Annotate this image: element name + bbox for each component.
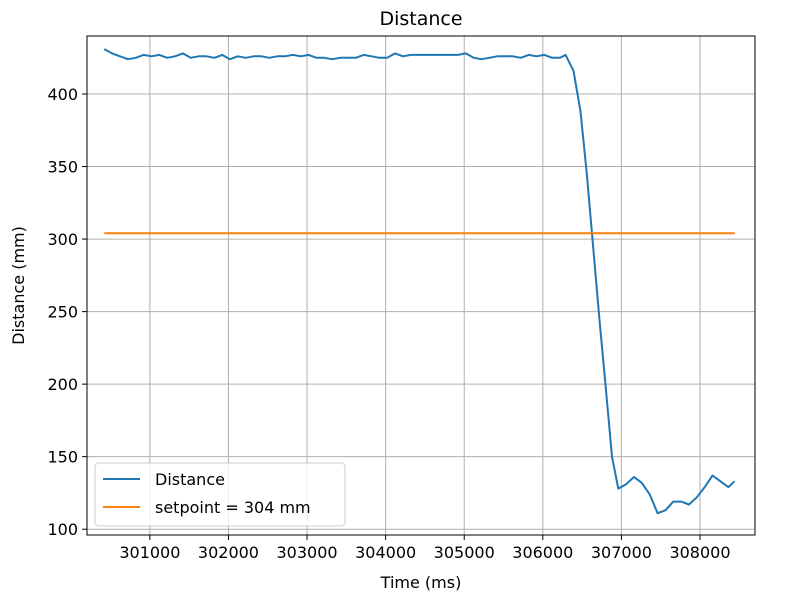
- chart-title: Distance: [379, 8, 462, 30]
- x-tick-label: 304000: [355, 543, 416, 562]
- x-tick-label: 302000: [198, 543, 259, 562]
- series-line-1: [103, 48, 736, 515]
- x-tick-label: 301000: [119, 543, 180, 562]
- tick-layer: 301000 302000 303000 304000 305000 306000 3070…: [47, 85, 730, 562]
- y-tick-label: 150: [47, 448, 78, 467]
- legend: Distance setpoint = 304 mm: [94, 462, 346, 527]
- legend-label-2: setpoint = 304 mm: [155, 498, 311, 517]
- y-axis-label: Distance (mm): [9, 226, 28, 345]
- plot-frame: [86, 35, 756, 536]
- y-tick-label: 200: [47, 375, 78, 394]
- x-tick-label: 305000: [434, 543, 495, 562]
- series-layer: [103, 48, 736, 515]
- x-tick-label: 308000: [669, 543, 730, 562]
- x-axis-label: Time (ms): [380, 573, 462, 592]
- x-tick-label: 306000: [512, 543, 573, 562]
- y-tick-label: 300: [47, 230, 78, 249]
- x-tick-label: 307000: [591, 543, 652, 562]
- y-tick-label: 250: [47, 303, 78, 322]
- grid-layer: [87, 36, 755, 535]
- x-tick-label: 303000: [277, 543, 338, 562]
- y-tick-label: 350: [47, 158, 78, 177]
- y-tick-label: 400: [47, 85, 78, 104]
- y-tick-label: 100: [47, 520, 78, 539]
- legend-box: [94, 462, 346, 527]
- legend-label-1: Distance: [155, 470, 225, 489]
